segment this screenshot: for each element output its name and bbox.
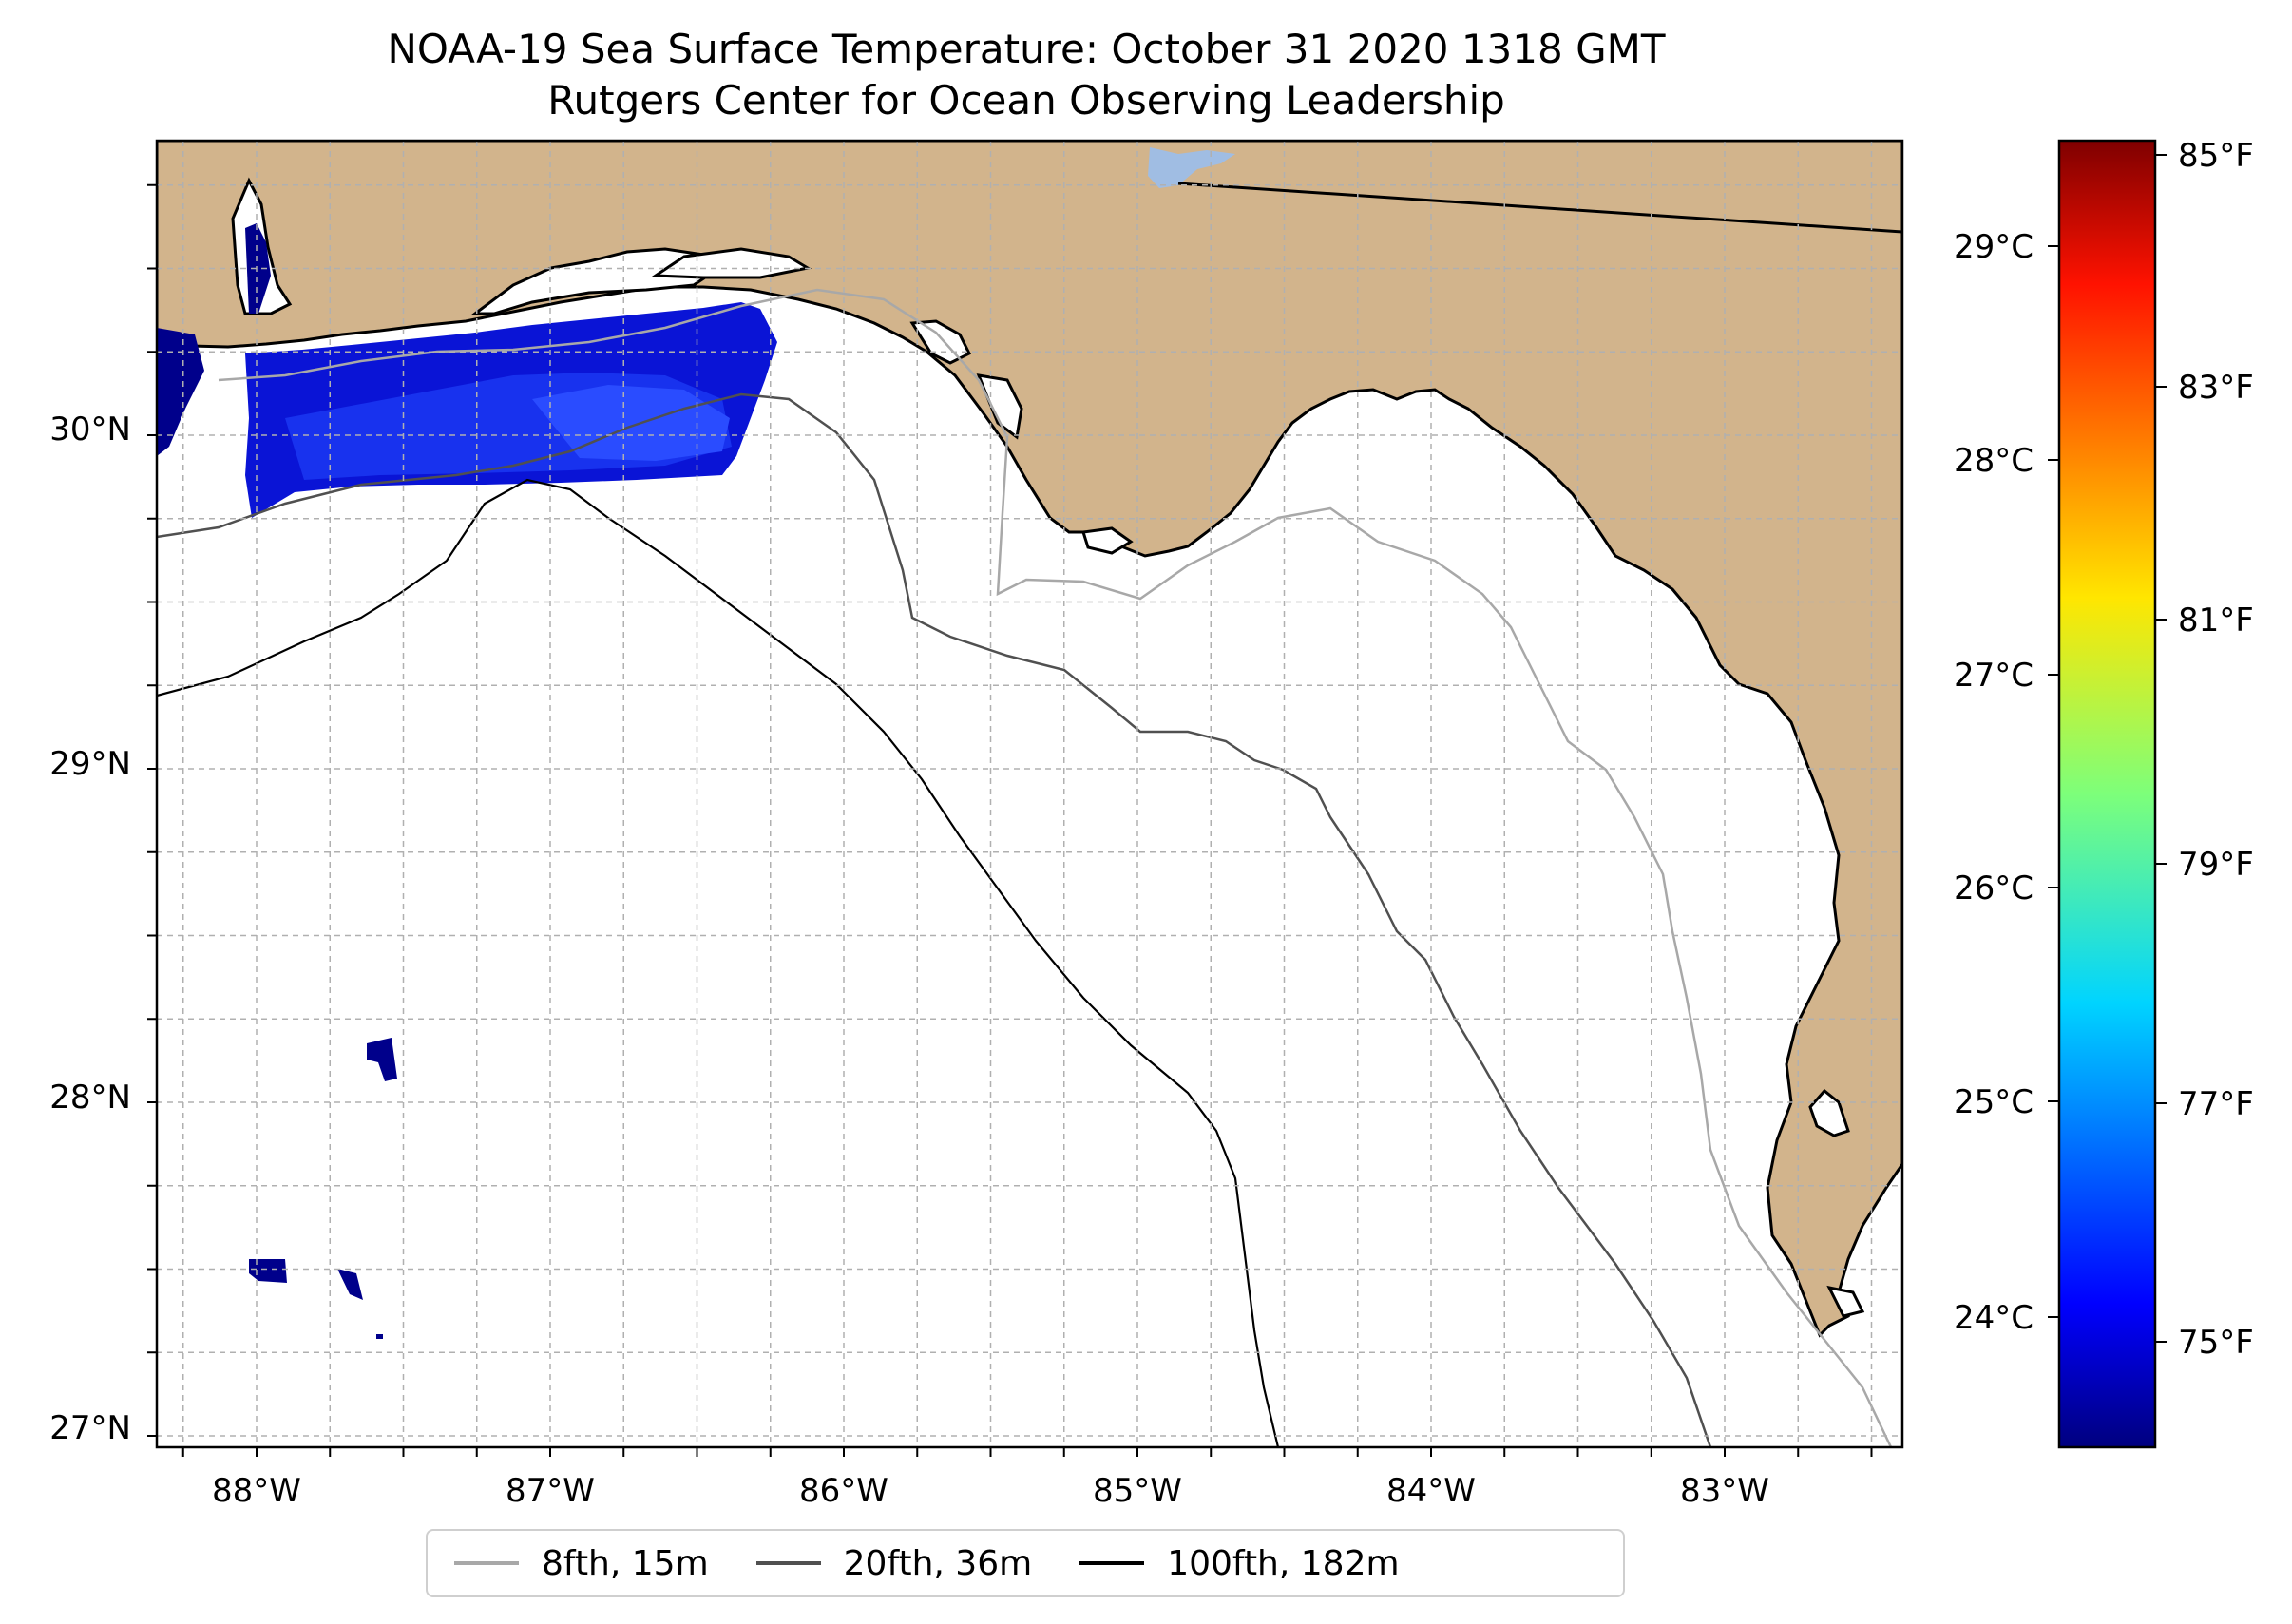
lat-label: 27°N	[49, 1409, 131, 1447]
inland-lake	[1148, 147, 1235, 188]
lat-label: 30°N	[49, 411, 131, 449]
lat-label: 28°N	[49, 1079, 131, 1117]
colorbar-celsius-label: 28°C	[1954, 442, 2034, 480]
colorbar-fahrenheit-label: 83°F	[2178, 369, 2254, 407]
map-area	[157, 141, 1902, 1447]
legend-label: 8fth, 15m	[542, 1543, 709, 1583]
lon-label: 83°W	[1680, 1472, 1769, 1510]
land-mass	[157, 141, 1902, 1338]
axis-ticks	[147, 183, 1873, 1457]
map-subtitle: Rutgers Center for Ocean Observing Leade…	[547, 77, 1505, 124]
gridlines	[157, 141, 1902, 1447]
sst-data-patches	[157, 223, 777, 1339]
legend-item-100fth: 100fth, 182m	[1079, 1543, 1400, 1583]
colorbar-fahrenheit-label: 81°F	[2178, 602, 2254, 640]
colorbar-celsius-label: 25°C	[1954, 1083, 2034, 1121]
contour-20fth	[157, 392, 1712, 1447]
colorbar-celsius-label: 24°C	[1954, 1299, 2034, 1337]
latitude-labels: 30°N 29°N 28°N 27°N	[49, 411, 131, 1447]
lon-label: 87°W	[506, 1472, 595, 1510]
map-frame	[155, 139, 1904, 1449]
legend-swatch-dark-gray	[755, 1561, 821, 1565]
legend-label: 100fth, 182m	[1167, 1543, 1400, 1583]
lon-label: 85°W	[1093, 1472, 1182, 1510]
contour-legend: 8fth, 15m 20fth, 36m 100fth, 182m	[426, 1529, 1625, 1597]
lon-label: 86°W	[799, 1472, 888, 1510]
legend-swatch-black	[1079, 1561, 1145, 1565]
colorbar-ticks	[2048, 154, 2167, 1343]
lon-label: 84°W	[1386, 1472, 1476, 1510]
colorbar-fahrenheit-label: 75°F	[2178, 1324, 2254, 1362]
longitude-labels: 88°W 87°W 86°W 85°W 84°W 83°W	[212, 1472, 1769, 1510]
colorbar: 29°C 28°C 27°C 26°C 25°C 24°C 85°F 83°F …	[1954, 137, 2254, 1449]
colorbar-fahrenheit-label: 77°F	[2178, 1085, 2254, 1123]
legend-item-8fth: 8fth, 15m	[454, 1544, 709, 1583]
map-title: NOAA-19 Sea Surface Temperature: October…	[387, 26, 1666, 72]
colorbar-gradient	[2057, 139, 2157, 1449]
colorbar-fahrenheit-label: 79°F	[2178, 846, 2254, 884]
colorbar-fahrenheit-label: 85°F	[2178, 137, 2254, 175]
legend-swatch-light-gray	[454, 1561, 519, 1565]
colorbar-celsius-label: 26°C	[1954, 869, 2034, 908]
lat-label: 29°N	[49, 745, 131, 783]
legend-label: 20fth, 36m	[843, 1543, 1033, 1583]
colorbar-celsius-label: 27°C	[1954, 657, 2034, 695]
lon-label: 88°W	[212, 1472, 301, 1510]
contour-8fth	[218, 288, 1893, 1447]
legend-item-20fth: 20fth, 36m	[755, 1543, 1033, 1583]
contour-100fth	[157, 478, 1280, 1447]
colorbar-celsius-label: 29°C	[1954, 228, 2034, 266]
state-border	[1177, 182, 1902, 234]
